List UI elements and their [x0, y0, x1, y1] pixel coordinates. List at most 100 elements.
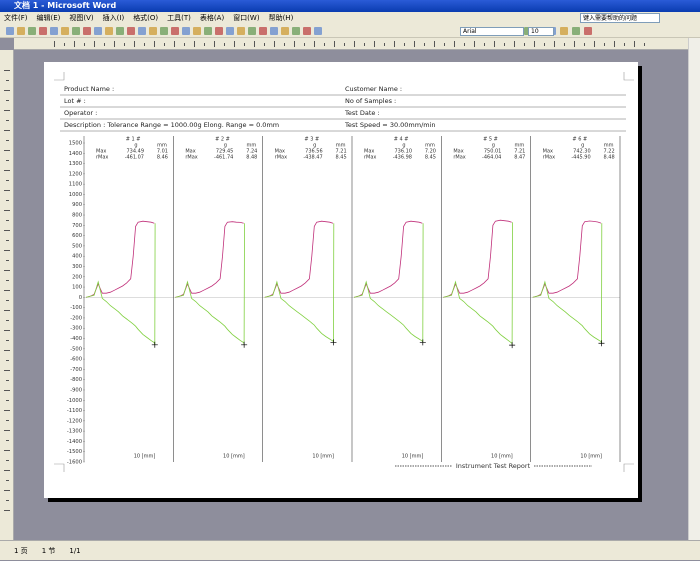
- menu-item[interactable]: 窗口(W): [233, 14, 260, 22]
- y-tick-label: -1300: [67, 429, 82, 435]
- stat-cell: rMax: [185, 155, 197, 161]
- y-tick-label: -1600: [67, 460, 82, 466]
- toolbar-button[interactable]: [215, 27, 223, 35]
- toolbar-button[interactable]: [138, 27, 146, 35]
- menu-item[interactable]: 帮助(H): [268, 14, 294, 22]
- curve: [353, 220, 423, 298]
- menu-item[interactable]: 插入(I): [102, 14, 125, 22]
- y-tick-label: -700: [70, 367, 82, 373]
- menu-item[interactable]: 文件(F): [4, 14, 28, 22]
- ruler-tick: [6, 400, 9, 401]
- panel-label: # 5 #: [483, 137, 498, 143]
- scrollbar[interactable]: [688, 38, 700, 540]
- ruler-tick: [634, 41, 635, 47]
- toolbar-button[interactable]: [160, 27, 168, 35]
- toolbar-button[interactable]: [61, 27, 69, 35]
- toolbar-button[interactable]: [50, 27, 58, 35]
- ruler-tick: [554, 41, 555, 47]
- y-tick-label: 0: [79, 295, 82, 301]
- toolbar-button[interactable]: [83, 27, 91, 35]
- help-box[interactable]: 键入需要帮助的问题: [580, 13, 660, 23]
- ruler-tick: [294, 41, 295, 47]
- toolbar-button[interactable]: [17, 27, 25, 35]
- stat-cell: rMax: [453, 155, 465, 161]
- y-tick-label: 1500: [69, 141, 82, 147]
- menu-item[interactable]: 格式(O): [133, 14, 159, 22]
- y-tick-label: 800: [72, 213, 82, 219]
- stat-cell: Max: [453, 149, 463, 155]
- toolbar-button[interactable]: [248, 27, 256, 35]
- toolbar-button[interactable]: [182, 27, 190, 35]
- menu-item[interactable]: 表格(A): [199, 14, 225, 22]
- menu-item[interactable]: 工具(T): [167, 14, 191, 22]
- stat-cell: 734.49: [127, 149, 145, 155]
- stat-cell: 7.21: [514, 149, 525, 155]
- page: [44, 62, 638, 498]
- field-label: Test Speed = 30.00mm/min: [344, 121, 436, 129]
- curve: [85, 220, 155, 298]
- toolbar-button[interactable]: [281, 27, 289, 35]
- toolbar-button[interactable]: [226, 27, 234, 35]
- status-item[interactable]: 1/1: [69, 547, 81, 555]
- ruler-tick: [624, 43, 625, 46]
- ruler-tick: [6, 340, 9, 341]
- toolbar-button[interactable]: [270, 27, 278, 35]
- ruler-tick: [244, 43, 245, 46]
- toolbar-button[interactable]: [39, 27, 47, 35]
- y-tick-label: 300: [72, 264, 82, 270]
- toolbar-button[interactable]: [28, 27, 36, 35]
- ruler-tick: [474, 41, 475, 47]
- toolbar-button[interactable]: [105, 27, 113, 35]
- toolbar-button[interactable]: [560, 27, 568, 35]
- toolbar-button[interactable]: [314, 27, 322, 35]
- font-box[interactable]: Arial: [460, 27, 524, 36]
- toolbar-button[interactable]: [204, 27, 212, 35]
- cross-marker: [241, 341, 248, 348]
- status-item[interactable]: 1 节: [41, 547, 56, 555]
- ruler-tick: [424, 43, 425, 46]
- stat-cell: -438.47: [303, 155, 322, 161]
- ruler-tick: [6, 420, 9, 421]
- toolbar-button[interactable]: [303, 27, 311, 35]
- cross-marker: [419, 339, 426, 346]
- menu-item[interactable]: 编辑(E): [36, 14, 61, 22]
- curve: [443, 219, 512, 298]
- ruler-tick: [204, 43, 205, 46]
- toolbar-button[interactable]: [6, 27, 14, 35]
- x-axis-label: 10 [mm]: [580, 454, 602, 460]
- vertical-ruler: [0, 50, 14, 540]
- toolbar-button[interactable]: [149, 27, 157, 35]
- size-box[interactable]: 10: [528, 27, 554, 36]
- menu-item[interactable]: 视图(V): [69, 14, 94, 22]
- x-axis-label: 10 [mm]: [223, 454, 245, 460]
- toolbar-button[interactable]: [237, 27, 245, 35]
- ruler-tick: [4, 110, 10, 111]
- toolbar-button[interactable]: [572, 27, 580, 35]
- toolbar-button[interactable]: [193, 27, 201, 35]
- toolbar-button[interactable]: [72, 27, 80, 35]
- toolbar-button[interactable]: [171, 27, 179, 35]
- curve: [532, 220, 602, 298]
- cross-marker: [509, 342, 516, 349]
- toolbar-button[interactable]: [94, 27, 102, 35]
- ruler-tick: [6, 440, 9, 441]
- y-tick-label: 900: [72, 202, 82, 208]
- y-tick-label: -600: [70, 357, 82, 363]
- toolbar-button[interactable]: [259, 27, 267, 35]
- toolbar-button[interactable]: [127, 27, 135, 35]
- stat-cell: -436.98: [393, 155, 412, 161]
- ruler-tick: [464, 43, 465, 46]
- stat-cell: 750.01: [484, 149, 502, 155]
- ruler-tick: [134, 41, 135, 47]
- toolbar-button[interactable]: [292, 27, 300, 35]
- stat-cell: 8.47: [514, 155, 525, 161]
- unit-label: g: [492, 143, 495, 149]
- ruler-tick: [214, 41, 215, 47]
- toolbar-button[interactable]: [116, 27, 124, 35]
- ruler-tick: [324, 43, 325, 46]
- ruler-tick: [4, 70, 10, 71]
- ruler-tick: [6, 80, 9, 81]
- status-item[interactable]: 1 页: [14, 547, 28, 555]
- toolbar-button[interactable]: [584, 27, 592, 35]
- panel-label: # 1 #: [126, 137, 141, 143]
